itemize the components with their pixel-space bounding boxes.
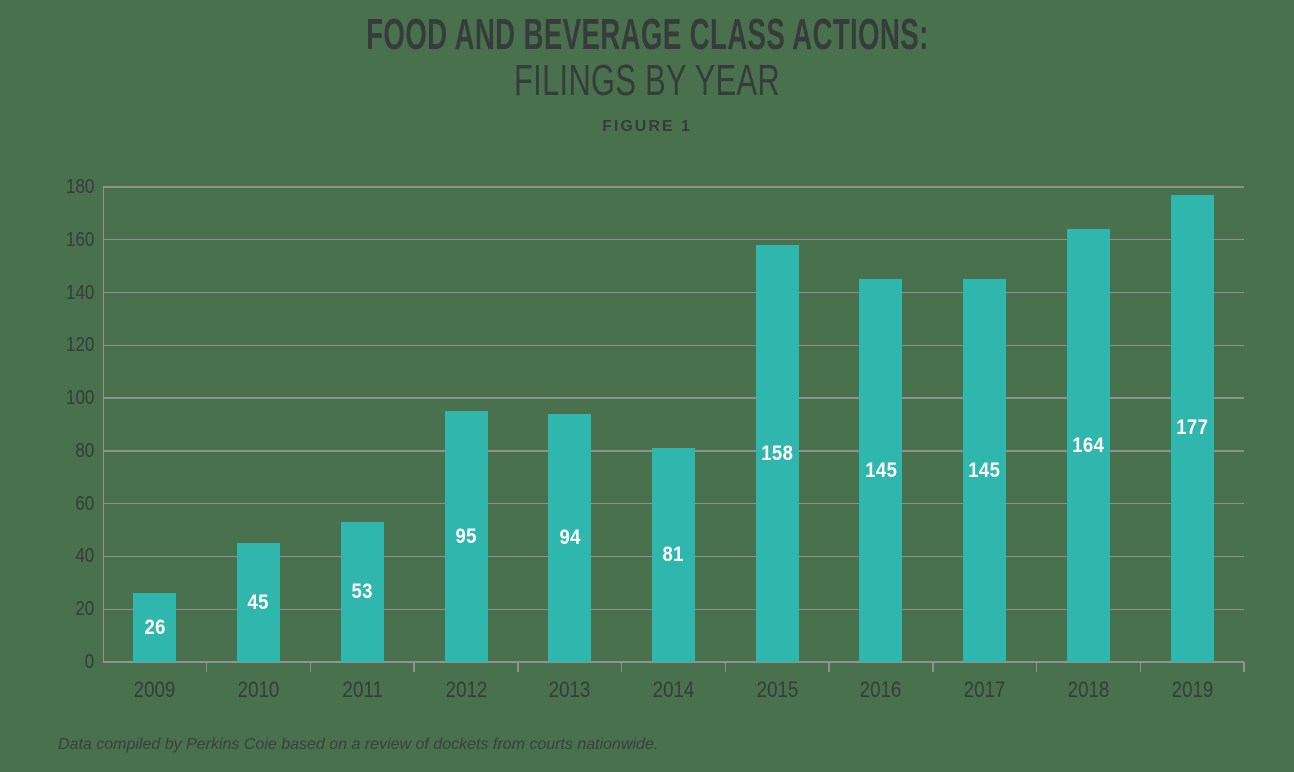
bar-2013: 94: [548, 413, 592, 662]
figure-label: FIGURE 1: [602, 118, 692, 135]
bar-2015: 158: [755, 245, 799, 662]
x-axis-tick: [1139, 662, 1141, 672]
x-axis-tick: [932, 662, 934, 672]
bar-2014: 81: [652, 448, 695, 662]
y-axis-line: [103, 187, 105, 662]
x-axis-label-text: 2011: [342, 677, 383, 702]
gridline-y-180: [103, 186, 1244, 188]
chart-title-line2: FILINGS BY YEAR: [0, 58, 1294, 104]
x-axis-tick: [413, 662, 415, 672]
bar-2012: 95: [444, 411, 488, 662]
y-axis-label: 0: [84, 651, 94, 673]
x-axis-tick: [620, 662, 623, 672]
gridline-y-120: [103, 344, 1244, 347]
gridline-y-100: [103, 397, 1244, 399]
chart-title-line2-text: FILINGS BY YEAR: [513, 56, 781, 105]
y-axis-label: 20: [75, 598, 94, 621]
x-axis-label-text: 2009: [134, 677, 176, 702]
bar-value-label-2018: 164: [1072, 433, 1105, 457]
y-axis-label: 120: [65, 334, 94, 357]
x-axis-label-text: 2014: [652, 677, 695, 702]
y-axis-label: 60: [75, 492, 94, 515]
bar-2009: 26: [133, 593, 177, 662]
chart-title-line1: FOOD AND BEVERAGE CLASS ACTIONS:: [0, 12, 1294, 58]
x-axis-tick: [1243, 662, 1245, 672]
x-axis-label-2019: 2019: [1142, 677, 1242, 703]
bar-value-label-2014: 81: [662, 543, 685, 567]
bar-2011: 53: [340, 522, 384, 662]
gridline-y-140: [103, 291, 1244, 294]
x-axis-label-text: 2017: [963, 677, 1006, 702]
x-axis-label-2010: 2010: [209, 677, 309, 703]
bar-value-label-2010: 45: [247, 590, 270, 614]
bar-value-label-2013: 94: [559, 525, 581, 549]
y-axis-label: 100: [65, 387, 94, 410]
x-axis-label-2011: 2011: [312, 677, 412, 703]
x-axis-label-2012: 2012: [416, 677, 516, 703]
y-axis-label: 80: [75, 439, 94, 462]
x-axis-label-text: 2018: [1067, 677, 1110, 702]
bar-value-label-2009: 26: [144, 615, 166, 639]
bar-2010: 45: [237, 543, 281, 662]
bar-2016: 145: [859, 279, 903, 662]
bar-chart-plot-area: 0 20 40 60 80 100 120 140 160 180 26 2009 45 2010 53 20…: [66, 177, 1245, 702]
bar-2018: 164: [1066, 229, 1110, 662]
bar-2019: 177: [1170, 194, 1214, 662]
x-axis-tick: [828, 662, 830, 672]
x-axis-label-text: 2012: [445, 677, 487, 702]
x-axis-tick: [724, 662, 727, 672]
x-axis-label-text: 2019: [1171, 677, 1213, 702]
bar-value-label-2011: 53: [351, 580, 374, 604]
x-axis-tick: [206, 662, 208, 672]
footnote: Data compiled by Perkins Coie based on a…: [58, 736, 659, 753]
bar-2017: 145: [963, 279, 1007, 662]
x-axis-label-text: 2013: [548, 677, 591, 702]
bar-value-label-2015: 158: [761, 441, 794, 465]
x-axis-label-2018: 2018: [1038, 677, 1138, 703]
gridline-y-160: [103, 239, 1244, 241]
y-axis-label: 160: [65, 228, 94, 251]
y-axis-label: 40: [75, 545, 94, 568]
chart-header: FOOD AND BEVERAGE CLASS ACTIONS: FILINGS…: [0, 0, 1294, 136]
y-axis-label: 140: [65, 281, 94, 304]
x-axis-label-2016: 2016: [831, 677, 931, 703]
bar-value-label-2016: 145: [864, 458, 898, 482]
y-axis-label: 180: [65, 176, 94, 198]
x-axis-label-2009: 2009: [105, 677, 205, 703]
bar-value-label-2012: 95: [455, 524, 477, 548]
x-axis-tick: [517, 662, 519, 672]
bar-value-label-2017: 145: [968, 458, 1001, 482]
chart-title-line1-text: FOOD AND BEVERAGE CLASS ACTIONS:: [365, 10, 929, 59]
x-axis-tick: [1035, 662, 1038, 672]
x-axis-label-2014: 2014: [624, 677, 724, 703]
x-axis-label-2013: 2013: [520, 677, 620, 703]
x-axis-label-text: 2015: [756, 677, 799, 702]
x-axis-label-text: 2010: [237, 677, 280, 702]
x-axis-label-2017: 2017: [935, 677, 1035, 703]
x-axis-tick: [309, 662, 312, 672]
x-axis-label-2015: 2015: [727, 677, 827, 703]
x-axis-label-text: 2016: [860, 677, 902, 702]
bar-value-label-2019: 177: [1176, 416, 1209, 440]
